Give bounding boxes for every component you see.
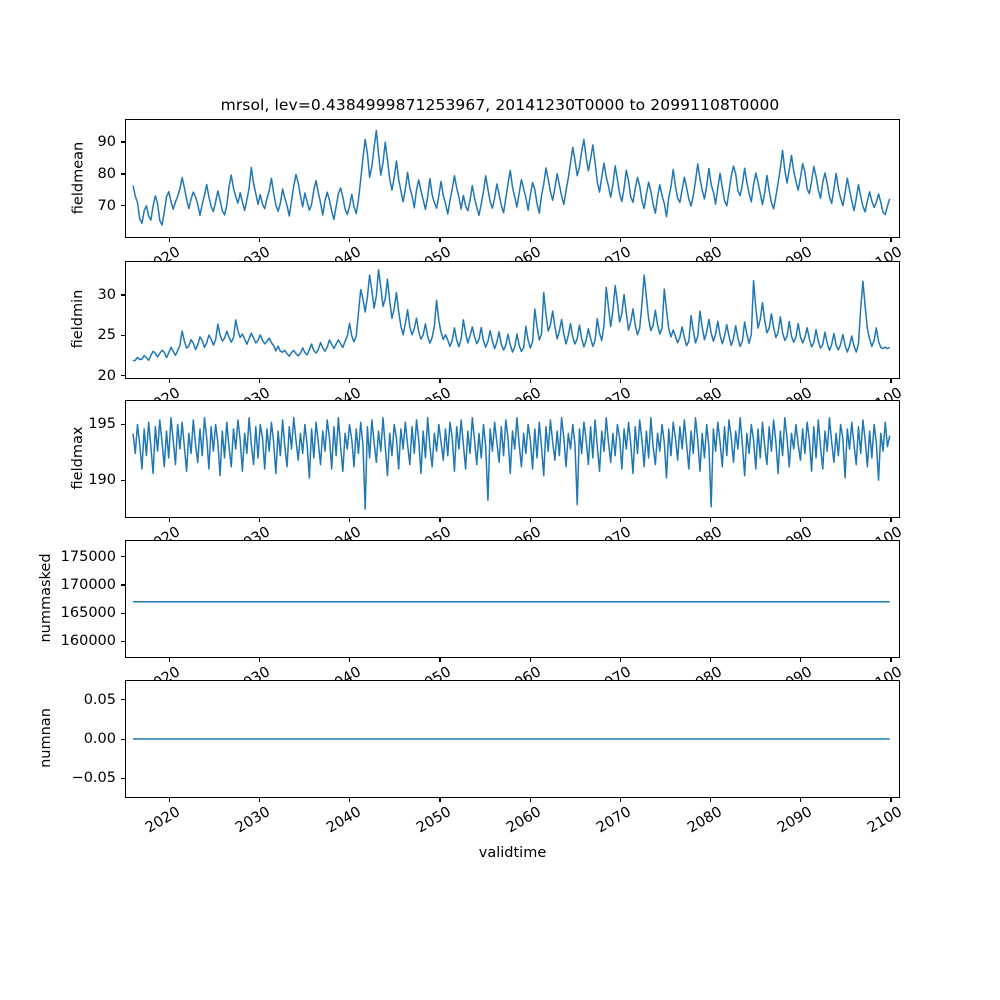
y-tick-label: 190 [88, 472, 116, 489]
y-tick-mark [121, 612, 125, 614]
x-tick-mark [710, 658, 712, 662]
x-tick-mark [619, 658, 621, 662]
x-tick-mark [710, 518, 712, 522]
y-tick-label: 70 [97, 197, 116, 214]
y-tick-label: 0.00 [83, 731, 116, 747]
y-tick-mark [121, 479, 125, 481]
y-tick-label: 30 [97, 286, 116, 303]
y-tick-label: 160000 [60, 633, 116, 650]
x-tick-mark [890, 658, 892, 662]
x-tick-mark [168, 798, 170, 802]
x-tick-mark [168, 238, 170, 242]
series-path [132, 417, 891, 510]
y-tick-mark [121, 294, 125, 296]
y-tick-label: 0.05 [83, 691, 116, 708]
y-tick-mark [121, 640, 125, 642]
y-tick-label: 80 [97, 165, 116, 182]
x-tick-mark [258, 379, 261, 383]
x-tick-mark [529, 379, 531, 383]
x-tick-mark [710, 379, 712, 383]
y-tick-label: 170000 [60, 576, 116, 593]
x-tick-mark [349, 798, 351, 802]
x-tick-mark [800, 379, 802, 383]
x-tick-mark [800, 518, 802, 522]
y-tick-mark [121, 556, 125, 558]
y-tick-mark [121, 205, 125, 207]
plot-line-nummasked [133, 601, 890, 603]
x-tick-mark [890, 238, 892, 242]
y-tick-label: −0.05 [71, 770, 116, 787]
x-tick-mark [439, 658, 441, 662]
x-tick-mark [710, 238, 712, 242]
x-tick-mark [800, 798, 802, 802]
x-tick-mark [349, 658, 351, 662]
x-tick-mark [529, 658, 531, 662]
y-tick-mark [121, 141, 125, 143]
x-tick-mark [439, 379, 441, 383]
x-tick-mark [529, 238, 531, 242]
x-tick-mark [168, 379, 170, 383]
x-tick-mark [258, 658, 261, 662]
plot-line-fieldmax [132, 417, 891, 510]
x-tick-mark [890, 798, 892, 802]
y-tick-mark [121, 584, 125, 586]
x-tick-mark [529, 518, 531, 522]
plot-line-fieldmean [132, 129, 891, 226]
x-tick-mark [710, 798, 712, 802]
y-tick-label: 25 [97, 327, 116, 344]
x-tick-mark [258, 798, 261, 802]
x-tick-mark [890, 518, 892, 522]
x-tick-mark [439, 238, 441, 242]
plot-line-fieldmin [132, 269, 891, 362]
y-tick-mark [121, 738, 125, 740]
y-tick-mark [121, 334, 125, 336]
plot-line-numnan [133, 738, 890, 740]
x-tick-mark [439, 798, 441, 802]
y-tick-label: 20 [97, 367, 116, 384]
subplot-fieldmean [125, 119, 900, 238]
y-tick-mark [121, 423, 125, 426]
series-path [132, 269, 891, 362]
x-tick-mark [349, 518, 351, 522]
x-tick-mark [800, 658, 802, 662]
x-tick-mark [168, 658, 170, 662]
x-tick-mark [619, 798, 621, 802]
x-tick-mark [349, 238, 351, 242]
x-tick-mark [619, 238, 621, 242]
y-axis-label-fieldmax: fieldmax [70, 426, 86, 490]
x-tick-mark [619, 518, 621, 522]
y-tick-mark [121, 173, 125, 175]
x-tick-mark [258, 238, 261, 242]
x-tick-mark [800, 238, 802, 242]
y-tick-label: 175000 [60, 548, 116, 565]
x-tick-mark [168, 518, 170, 522]
x-tick-mark [439, 518, 441, 522]
subplot-nummasked [125, 540, 900, 658]
x-axis-label: validtime [478, 845, 547, 861]
figure-title: mrsol, lev=0.4384999871253967, 20141230T… [220, 96, 780, 114]
x-tick-mark [890, 379, 892, 383]
x-tick-mark [529, 798, 531, 802]
y-tick-mark [121, 777, 125, 779]
y-tick-mark [121, 699, 125, 701]
y-axis-label-nummasked: nummasked [38, 553, 54, 643]
y-tick-label: 195 [88, 416, 116, 433]
y-tick-label: 165000 [60, 605, 116, 622]
x-tick-mark [619, 379, 621, 383]
x-tick-mark [349, 379, 351, 383]
y-tick-label: 90 [97, 133, 116, 150]
y-tick-mark [121, 375, 125, 377]
series-path [132, 129, 891, 226]
x-tick-mark [258, 518, 261, 522]
